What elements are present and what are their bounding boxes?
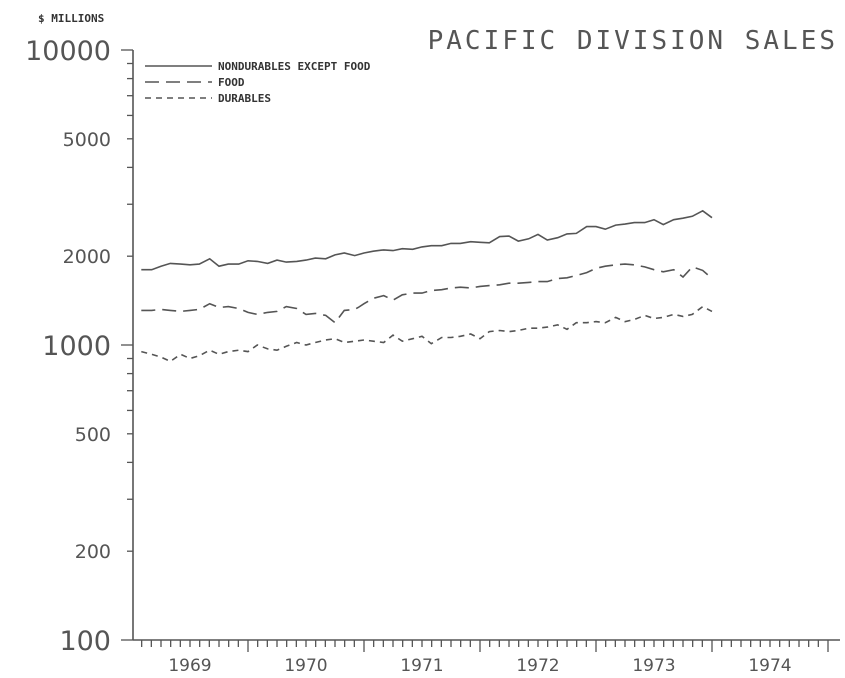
x-tick-label: 1973 bbox=[632, 656, 675, 676]
legend: NONDURABLES EXCEPT FOOD FOOD DURABLES bbox=[145, 60, 371, 105]
series-layer bbox=[141, 209, 713, 363]
legend-label: NONDURABLES EXCEPT FOOD bbox=[218, 60, 371, 73]
x-tick-labels: 1969 1970 1971 1972 1973 1974 bbox=[168, 656, 791, 676]
series-line-1 bbox=[141, 209, 713, 271]
x-tick-label: 1972 bbox=[516, 656, 559, 676]
y-tick-label: 200 bbox=[75, 541, 111, 563]
series-line-2 bbox=[141, 263, 713, 324]
legend-label: FOOD bbox=[218, 76, 245, 89]
axes bbox=[121, 49, 840, 652]
legend-label: DURABLES bbox=[218, 92, 271, 105]
y-tick-label: 2000 bbox=[63, 246, 111, 268]
x-tick-label: 1971 bbox=[400, 656, 443, 676]
y-tick-label: 100 bbox=[59, 626, 111, 657]
y-tick-label: 1000 bbox=[42, 331, 111, 362]
chart-title: PACIFIC DIVISION SALES bbox=[428, 26, 838, 56]
x-tick-label: 1969 bbox=[168, 656, 211, 676]
series-line-3 bbox=[141, 305, 713, 363]
x-tick-label: 1974 bbox=[748, 656, 791, 676]
y-tick-label: 500 bbox=[75, 424, 111, 446]
x-tick-label: 1970 bbox=[284, 656, 327, 676]
y-tick-labels: 100 1000 10000 200 500 2000 5000 bbox=[25, 36, 111, 657]
y-tick-label: 5000 bbox=[63, 129, 111, 151]
y-axis-label: $ MILLIONS bbox=[38, 12, 104, 25]
y-tick-label: 10000 bbox=[25, 36, 111, 67]
